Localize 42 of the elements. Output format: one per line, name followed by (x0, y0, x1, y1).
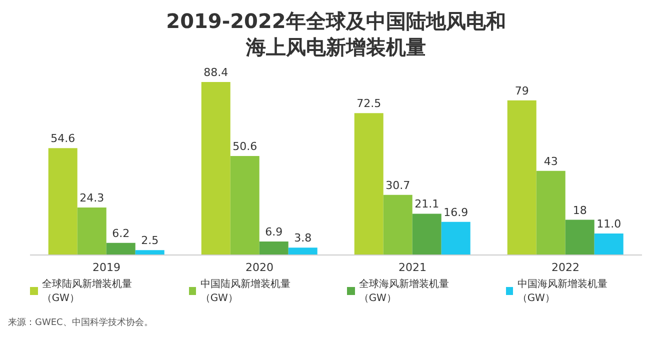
data-label: 16.9 (444, 206, 468, 219)
data-label: 3.8 (294, 232, 312, 245)
data-label: 2.5 (141, 234, 159, 248)
bar (135, 250, 164, 255)
bar (48, 148, 78, 255)
chart-title: 2019-2022年全球及中国陆地风电和海上风电新增装机量 (165, 8, 507, 60)
bar (507, 100, 536, 255)
data-label: 72.5 (356, 97, 382, 110)
data-label: 21.1 (414, 198, 440, 211)
bar (383, 194, 412, 255)
x-tick-label: 2020 (246, 260, 274, 274)
bar (354, 113, 384, 255)
x-tick-label: 2022 (552, 260, 580, 274)
source-note: 来源：GWEC、中国科学技术协会。 (8, 316, 153, 329)
data-label: 50.6 (232, 140, 258, 153)
legend-label: 全球陆风新增装机量（GW） (40, 278, 133, 305)
data-label: 30.7 (386, 178, 410, 192)
x-tick-label: 2019 (92, 260, 120, 274)
data-label: 24.3 (80, 191, 104, 204)
bar (536, 170, 566, 255)
bar (441, 222, 470, 255)
data-label: 11.0 (596, 217, 622, 230)
bar (106, 242, 136, 255)
data-label: 54.6 (50, 132, 76, 146)
data-label: 6.9 (265, 225, 283, 238)
bar (201, 82, 230, 255)
legend-label: 全球海风新增装机量（GW） (358, 278, 450, 305)
data-label: 79 (514, 84, 529, 98)
x-tick-label: 2021 (398, 260, 426, 274)
data-label: 88.4 (204, 66, 228, 79)
bar (259, 241, 288, 255)
data-label: 43 (544, 154, 558, 168)
legend-label: 中国陆风新增装机量（GW） (199, 278, 292, 305)
legend-label: 中国海风新增装机量（GW） (516, 278, 608, 305)
bar (412, 214, 442, 255)
bar (594, 233, 624, 255)
data-label: 6.2 (112, 226, 130, 240)
bar (288, 248, 318, 255)
data-label: 18 (572, 204, 587, 217)
bar (77, 207, 106, 255)
bar (565, 220, 594, 255)
bar (230, 156, 260, 255)
